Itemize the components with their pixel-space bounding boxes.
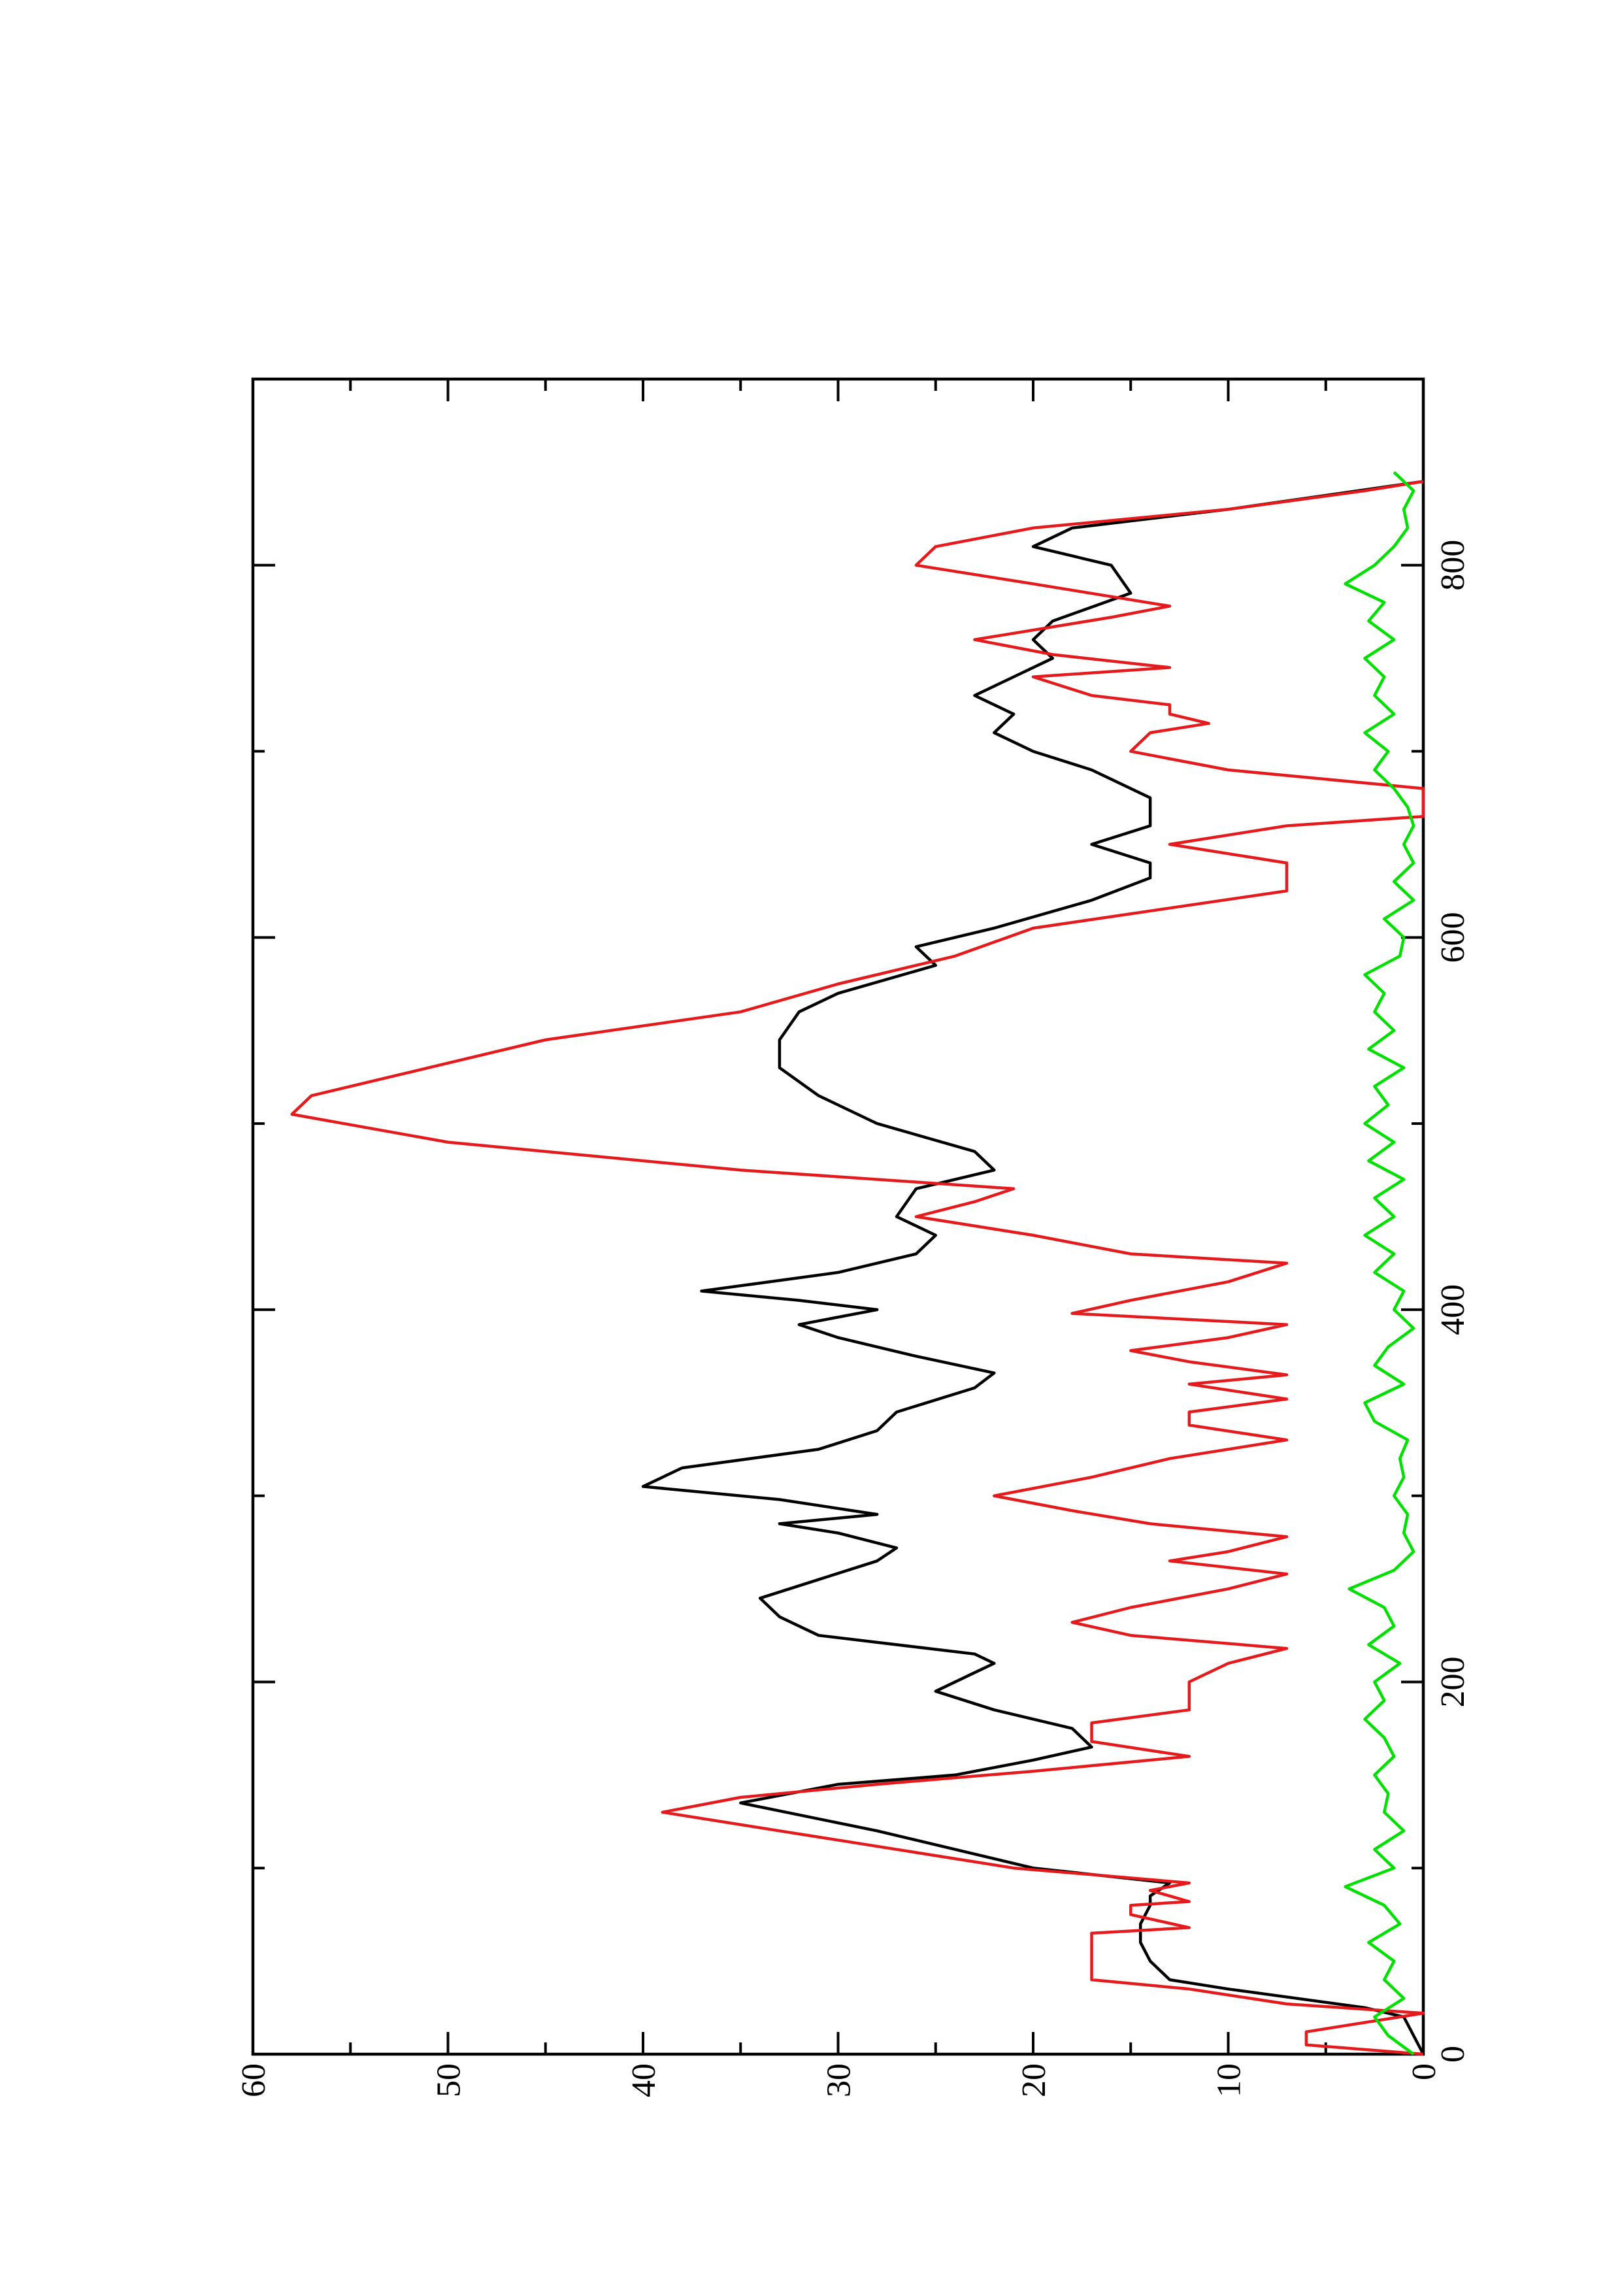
series-line — [641, 480, 1425, 2055]
chart: 0 200 400 600 800 0 10 20 30 40 50 60 — [235, 377, 1472, 2097]
x-tick-label: 400 — [1434, 1284, 1472, 1335]
series-line — [1344, 471, 1415, 2055]
plot-frame — [251, 377, 1425, 2056]
y-tick-label: 50 — [431, 2063, 468, 2097]
y-tick-label: 20 — [1016, 2063, 1053, 2097]
y-tick-label: 0 — [1406, 2063, 1443, 2080]
y-tick-label: 10 — [1211, 2063, 1248, 2097]
series-line — [290, 480, 1425, 2056]
y-tick-label: 40 — [625, 2063, 663, 2097]
x-tick-label: 600 — [1434, 912, 1472, 963]
x-tick-label: 200 — [1434, 1656, 1472, 1707]
x-tick-label: 0 — [1434, 2046, 1472, 2063]
y-tick-label: 60 — [235, 2063, 273, 2097]
x-tick-label: 800 — [1434, 540, 1472, 591]
y-tick-label: 30 — [821, 2063, 858, 2097]
